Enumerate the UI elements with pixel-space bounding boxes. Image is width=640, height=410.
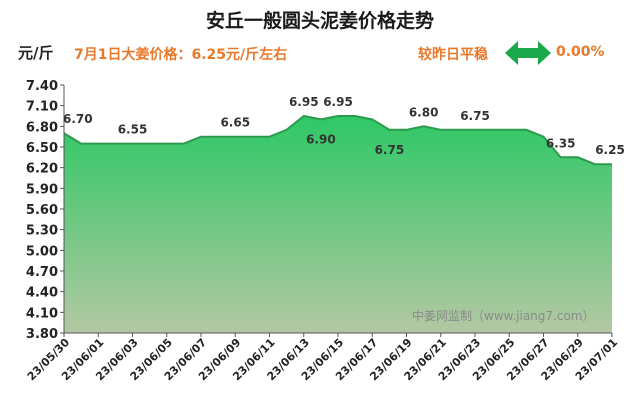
- y-tick-label: 3.80: [26, 327, 58, 342]
- watermark: 中姜网监制（www.jiang7.com）: [412, 308, 594, 323]
- change-percent: 0.00%: [556, 44, 605, 60]
- data-label: 6.25: [595, 143, 625, 157]
- price-area: [64, 116, 612, 333]
- data-label: 6.70: [63, 112, 93, 126]
- price-note: 7月1日大姜价格：6.25元/斤左右: [74, 47, 288, 63]
- y-tick-label: 7.40: [26, 79, 58, 94]
- y-tick-label: 4.40: [26, 286, 58, 301]
- flat-arrow-icon: [505, 41, 551, 65]
- y-tick-label: 5.00: [26, 244, 58, 259]
- data-label: 6.75: [460, 109, 490, 123]
- unit-label: 元/斤: [18, 44, 54, 62]
- data-label: 6.75: [375, 143, 405, 157]
- y-tick-label: 6.50: [26, 141, 58, 156]
- data-label: 6.95: [323, 95, 353, 109]
- y-tick-label: 4.70: [26, 265, 58, 280]
- price-line: [63, 114, 612, 166]
- y-tick-label: 5.30: [26, 224, 58, 239]
- data-label: 6.65: [220, 116, 250, 130]
- data-label: 6.90: [306, 132, 336, 146]
- y-tick-label: 6.20: [26, 162, 58, 177]
- data-label: 6.95: [289, 95, 319, 109]
- data-label: 6.35: [546, 136, 576, 150]
- compare-label: 较昨日平稳: [418, 47, 488, 63]
- y-tick-label: 6.80: [26, 120, 58, 135]
- y-tick-label: 4.10: [26, 306, 58, 321]
- data-label: 6.80: [409, 105, 439, 119]
- chart-title: 安丘一般圆头泥姜价格走势: [205, 10, 434, 32]
- data-label: 6.55: [118, 123, 148, 137]
- y-tick-label: 7.10: [26, 100, 58, 115]
- y-tick-label: 5.60: [26, 203, 58, 218]
- y-tick-label: 5.90: [26, 182, 58, 197]
